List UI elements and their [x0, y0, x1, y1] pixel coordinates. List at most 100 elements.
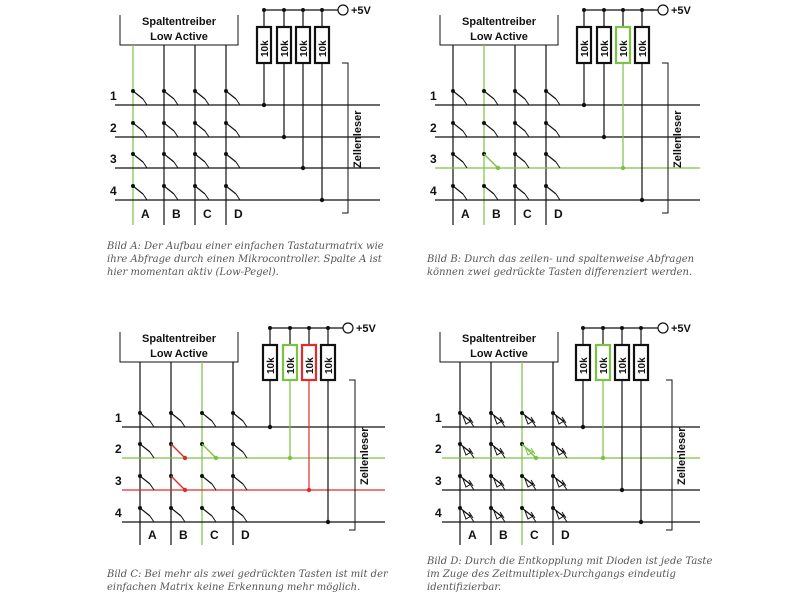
switch-lever [232, 412, 244, 422]
row-junction [300, 165, 306, 171]
diode-bar [468, 479, 474, 487]
switch-lead [149, 483, 155, 491]
switch-lever [483, 185, 495, 195]
column-driver-label: Spaltentreiber Low Active [120, 332, 238, 362]
supply-terminal [657, 322, 669, 334]
driver-box-outline [119, 332, 239, 363]
switch-lead [555, 193, 561, 201]
reader-bracket [342, 62, 349, 214]
row-label: 2 [430, 121, 437, 135]
reader-label: Zellenleser [672, 110, 684, 168]
row-label: 2 [115, 442, 122, 456]
switch-lead [462, 130, 468, 138]
supply-label: +5V [356, 323, 377, 335]
column-label: D [561, 528, 570, 542]
switch-lever [232, 507, 244, 517]
switch-lever [545, 185, 557, 195]
row-label: 3 [115, 474, 122, 488]
diode-symbol [493, 477, 503, 488]
switch-lever [139, 507, 151, 517]
switch-lead [562, 515, 568, 523]
diode-symbol [493, 445, 503, 456]
column-label: B [179, 528, 188, 542]
row-label: 2 [110, 121, 117, 135]
switch-lever [139, 412, 151, 422]
diode-symbol [462, 414, 472, 425]
pressed-switch [170, 443, 186, 459]
diode-bar [561, 479, 567, 487]
diode-symbol [524, 414, 534, 425]
junction-dot [182, 487, 188, 493]
switch-lever [545, 153, 557, 163]
diode-symbol [462, 477, 472, 488]
switch-lead [149, 420, 155, 428]
row-label: 1 [430, 89, 437, 103]
diode-symbol [555, 445, 565, 456]
switch-lead [500, 451, 506, 459]
switch-lever [194, 153, 206, 163]
diode-bar [530, 416, 536, 424]
diode-bar [468, 416, 474, 424]
driver-title: Spaltentreiber [142, 16, 216, 28]
row-junction [287, 455, 293, 461]
switch-lead [173, 161, 179, 169]
switch-lever [163, 122, 175, 132]
diode-symbol [555, 477, 565, 488]
switch-lead [462, 193, 468, 201]
column-label: A [461, 207, 470, 221]
diode-symbol [493, 414, 503, 425]
switch-lead [173, 193, 179, 201]
resistor-value: 10k [286, 357, 297, 374]
row-junction [281, 134, 287, 140]
diode-bar [499, 479, 505, 487]
switch-lever [232, 443, 244, 453]
switch-lead [469, 483, 475, 491]
switch-lead [242, 420, 248, 428]
row-label: 1 [435, 411, 442, 425]
resistor-value: 10k [619, 40, 630, 57]
switch-lever [163, 153, 175, 163]
resistor-value: 10k [580, 40, 591, 57]
caption: Bild B: Durch das zeilen- und spaltenwei… [427, 254, 695, 278]
switch-lead [562, 451, 568, 459]
row-label: 3 [110, 152, 117, 166]
caption: Bild D: Durch die Entkopplung mit Dioden… [427, 556, 713, 593]
column-label: C [210, 528, 219, 542]
driver-box-outline [439, 15, 559, 46]
resistor-value: 10k [324, 357, 335, 374]
switch-lever [163, 185, 175, 195]
switch-lever [452, 185, 464, 195]
driver-title: Spaltentreiber [142, 333, 216, 345]
switch-lead [142, 98, 148, 106]
junction-dot [533, 455, 539, 461]
diode-bar [561, 416, 567, 424]
switch-lead [235, 161, 241, 169]
switch-lead [469, 451, 475, 459]
row-label: 4 [115, 506, 122, 520]
switch-lever [132, 153, 144, 163]
switch-lever [201, 412, 213, 422]
switch-lever [483, 90, 495, 100]
column-label: D [241, 528, 250, 542]
switch-lead [562, 420, 568, 428]
panel-c: A B C D 1 2 3 4 +5V 10k 10k 10k 10k Zellenleser Spalt… [0, 300, 400, 600]
diode-bar [468, 447, 474, 455]
switch-lever [139, 475, 151, 485]
switch-lever [194, 122, 206, 132]
switch-lead [524, 98, 530, 106]
switch-lead [242, 483, 248, 491]
switch-lever [139, 443, 151, 453]
supply-label: +5V [671, 5, 692, 17]
row-junction [601, 134, 607, 140]
switch-lead [142, 130, 148, 138]
switch-lead [204, 161, 210, 169]
switch-lever [514, 153, 526, 163]
row-label: 4 [430, 184, 437, 198]
switch-lever [232, 475, 244, 485]
switch-lever [225, 153, 237, 163]
supply-label: +5V [351, 5, 372, 17]
diode-bar [561, 511, 567, 519]
column-label: B [492, 207, 501, 221]
column-label: C [523, 207, 532, 221]
supply-terminal [342, 322, 354, 334]
